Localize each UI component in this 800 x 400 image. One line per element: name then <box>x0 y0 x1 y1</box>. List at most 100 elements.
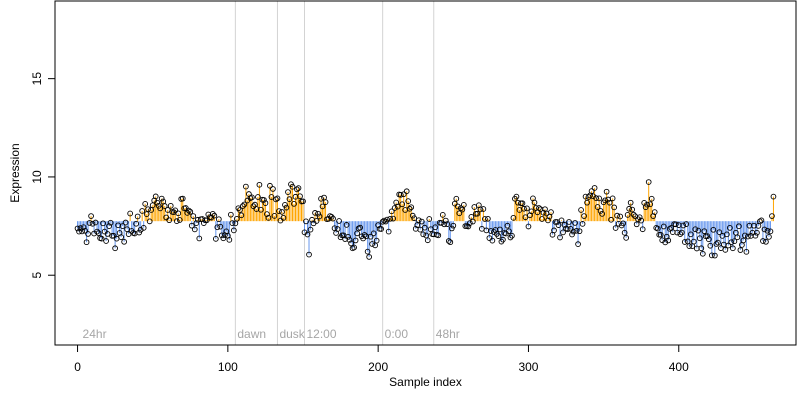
data-point <box>657 231 664 238</box>
data-point <box>606 199 613 206</box>
data-point <box>330 215 336 222</box>
data-point <box>557 234 563 241</box>
data-point <box>403 188 410 195</box>
data-point <box>94 228 100 235</box>
data-point <box>256 181 263 188</box>
data-point <box>509 232 515 239</box>
data-point <box>361 232 368 238</box>
data-point <box>545 217 551 224</box>
data-point <box>313 218 320 224</box>
data-point <box>474 210 481 217</box>
data-point <box>373 237 380 244</box>
data-point <box>316 213 323 220</box>
data-point <box>695 227 702 234</box>
data-point <box>438 220 445 226</box>
event-label: dusk <box>279 327 305 341</box>
data-point <box>536 205 542 211</box>
data-point <box>630 211 637 218</box>
data-point <box>249 194 255 201</box>
data-point <box>540 209 547 216</box>
data-point <box>760 238 766 244</box>
data-point <box>95 230 102 237</box>
data-point <box>602 197 608 204</box>
data-point <box>190 213 197 219</box>
data-point <box>500 236 506 243</box>
data-point <box>261 197 267 203</box>
data-point <box>176 217 183 223</box>
data-point <box>448 225 455 232</box>
data-point <box>701 228 708 235</box>
data-point <box>734 234 741 241</box>
data-point <box>173 218 180 225</box>
data-point <box>593 195 599 202</box>
data-point <box>572 220 578 226</box>
data-point <box>203 217 210 224</box>
data-point <box>548 209 554 215</box>
data-point <box>415 217 422 224</box>
data-point <box>560 229 566 236</box>
data-point <box>677 231 684 237</box>
data-point <box>469 218 476 225</box>
data-point <box>348 240 354 247</box>
data-point <box>558 217 565 224</box>
event-label: 48hr <box>436 327 460 341</box>
data-point <box>367 233 374 240</box>
data-point <box>406 205 413 212</box>
event-lines <box>234 1 435 345</box>
data-point <box>255 194 261 200</box>
data-point <box>133 220 140 227</box>
data-point <box>243 183 249 190</box>
data-point <box>611 204 617 211</box>
data-point <box>258 206 264 213</box>
x-axis-title: Sample index <box>389 375 462 389</box>
data-point <box>705 236 712 243</box>
data-point <box>283 204 290 211</box>
data-point <box>157 205 164 212</box>
data-point <box>211 212 218 219</box>
event-label: 24hr <box>83 327 107 341</box>
data-point <box>724 231 730 238</box>
data-point <box>279 209 285 215</box>
data-point <box>303 218 309 225</box>
data-point <box>591 185 598 191</box>
data-point <box>264 211 270 217</box>
data-point <box>612 225 619 231</box>
data-point <box>328 213 335 220</box>
data-point <box>666 225 673 232</box>
data-point <box>495 233 502 239</box>
data-point <box>215 216 222 223</box>
data-point <box>570 228 577 235</box>
data-point <box>561 222 568 228</box>
data-point <box>497 226 503 233</box>
data-point <box>639 226 646 233</box>
data-point <box>594 204 601 210</box>
data-point <box>713 241 720 247</box>
data-point <box>704 233 711 239</box>
data-point <box>638 217 645 224</box>
data-point <box>665 237 672 244</box>
data-point <box>387 215 394 222</box>
data-point <box>442 217 449 224</box>
data-point <box>690 238 697 245</box>
data-points <box>74 179 777 260</box>
data-point <box>276 208 282 214</box>
event-label: dawn <box>237 327 266 341</box>
data-point <box>414 222 421 228</box>
y-axis: 5 10 15 <box>30 72 56 279</box>
x-tick-label: 400 <box>669 360 689 374</box>
data-point <box>237 207 243 213</box>
data-point <box>88 213 94 219</box>
data-point <box>285 189 291 195</box>
data-point <box>569 231 575 238</box>
data-point <box>86 220 93 226</box>
data-point <box>164 207 171 213</box>
data-point <box>221 232 228 238</box>
data-point <box>300 198 306 205</box>
data-point <box>680 222 687 229</box>
x-tick-label: 0 <box>74 360 81 374</box>
data-point <box>334 226 341 232</box>
data-point <box>432 224 439 231</box>
data-point <box>388 208 395 215</box>
data-point <box>234 215 240 222</box>
